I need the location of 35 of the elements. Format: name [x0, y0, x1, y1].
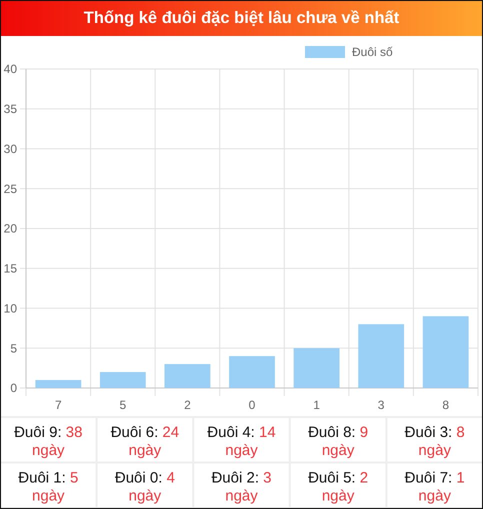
- text: Đuôi 1: 5 ngày: [18, 470, 78, 504]
- y-tick-label: 20: [4, 222, 18, 236]
- chart-title: Thống kê đuôi đặc biệt lâu chưa về nhất: [84, 9, 400, 27]
- text: Đuôi 6: 24 ngày: [110, 424, 180, 459]
- y-tick-label: 30: [4, 142, 18, 156]
- text: Đuôi 9: 38 ngày: [14, 424, 82, 459]
- x-tick-label: 0: [248, 398, 256, 412]
- x-tick-label: 8: [442, 398, 450, 412]
- bar: [229, 356, 275, 388]
- y-tick-label: 15: [4, 262, 18, 276]
- y-tick-label: 40: [4, 62, 18, 76]
- bar: [358, 324, 404, 388]
- y-tick-label: 0: [10, 381, 18, 396]
- bar: [35, 380, 82, 388]
- text: Đuôi 4: 14 ngày: [207, 424, 276, 459]
- text: Đuôi 8: 9 ngày: [308, 424, 368, 459]
- text: Đuôi 7: 1 ngày: [404, 470, 465, 504]
- x-tick-label: 3: [378, 398, 385, 412]
- bar: [422, 316, 469, 388]
- y-tick-label: 5: [10, 341, 18, 356]
- bar: [100, 372, 146, 388]
- y-tick-label: 25: [4, 182, 18, 196]
- text: Đuôi 2: 3 ngày: [211, 470, 272, 504]
- x-tick-label: 5: [120, 398, 127, 412]
- y-tick-label: 10: [4, 301, 18, 316]
- legend-label: Đuôi số: [352, 45, 394, 59]
- text: Đuôi 3: 8 ngày: [404, 424, 465, 459]
- bar: [164, 364, 210, 388]
- text: Đuôi 0: 4 ngày: [114, 470, 175, 504]
- x-tick-label: 1: [313, 398, 320, 412]
- y-tick-label: 35: [4, 102, 18, 116]
- bar: [294, 348, 340, 388]
- text: Đuôi 5: 2 ngày: [308, 470, 368, 504]
- x-tick-label: 2: [184, 398, 192, 412]
- x-tick-label: 7: [54, 398, 62, 412]
